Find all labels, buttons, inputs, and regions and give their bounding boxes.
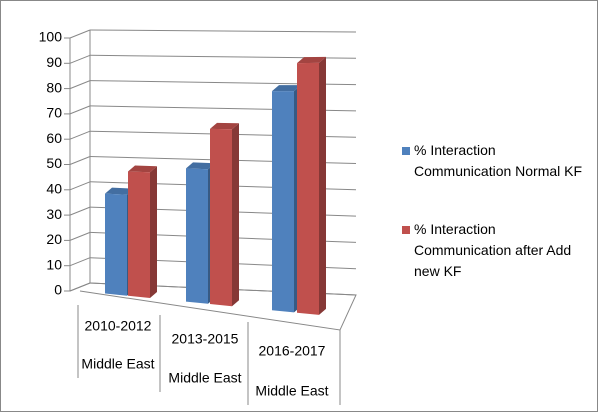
bar-top	[272, 85, 301, 92]
y-tick-label: 70	[46, 105, 62, 121]
floor	[69, 282, 357, 331]
y-tick-label: 40	[46, 181, 62, 197]
grid-line	[69, 181, 91, 191]
bar	[272, 85, 301, 313]
x-tick-label: 2013-2015	[172, 331, 239, 347]
bar-top	[210, 122, 239, 130]
legend-label: % Interaction Communication after Add ne…	[414, 221, 572, 279]
grid-line	[69, 29, 91, 39]
bar-front	[186, 168, 208, 304]
bar-side	[232, 123, 239, 307]
grid-line	[69, 130, 91, 140]
bar-top	[297, 56, 326, 64]
legend-swatch	[402, 226, 410, 234]
x-tick-label: 2010-2012	[85, 318, 152, 334]
x-group-label: Middle East	[168, 370, 241, 386]
bar-front	[210, 128, 232, 307]
bar-front	[272, 91, 294, 313]
grid-line	[69, 105, 91, 115]
grid-line	[69, 80, 91, 90]
y-tick-label: 30	[46, 206, 62, 222]
grid-line	[69, 54, 91, 64]
x-group-label: Middle East	[255, 383, 328, 399]
grid-line	[89, 29, 357, 33]
bar-top	[128, 165, 157, 173]
y-tick-label: 0	[54, 282, 62, 298]
legend-label: % Interaction Communication Normal KF	[414, 142, 583, 179]
x-group-label: Middle East	[81, 356, 154, 372]
bar-side	[319, 56, 326, 315]
y-tick-label: 20	[46, 231, 62, 247]
bar	[210, 122, 239, 307]
grid-line	[69, 206, 91, 216]
bar	[128, 165, 157, 298]
bar-front	[297, 62, 319, 315]
x-tick-label: 2016-2017	[259, 343, 326, 359]
bar	[297, 56, 326, 315]
bar-front	[105, 193, 127, 296]
y-tick-label: 10	[46, 256, 62, 272]
bar-top	[105, 187, 134, 195]
grid-line	[69, 156, 91, 165]
bar-top	[186, 162, 215, 170]
bar-front	[128, 171, 150, 298]
y-tick-label: 60	[46, 130, 62, 146]
y-tick-label: 80	[46, 79, 62, 95]
grid-line	[69, 231, 91, 241]
bar-side	[150, 166, 157, 298]
legend-swatch	[402, 147, 410, 155]
y-tick-label: 50	[46, 155, 62, 171]
grid-line	[69, 257, 91, 267]
y-tick-label: 100	[39, 29, 63, 45]
y-tick-label: 90	[46, 54, 62, 70]
